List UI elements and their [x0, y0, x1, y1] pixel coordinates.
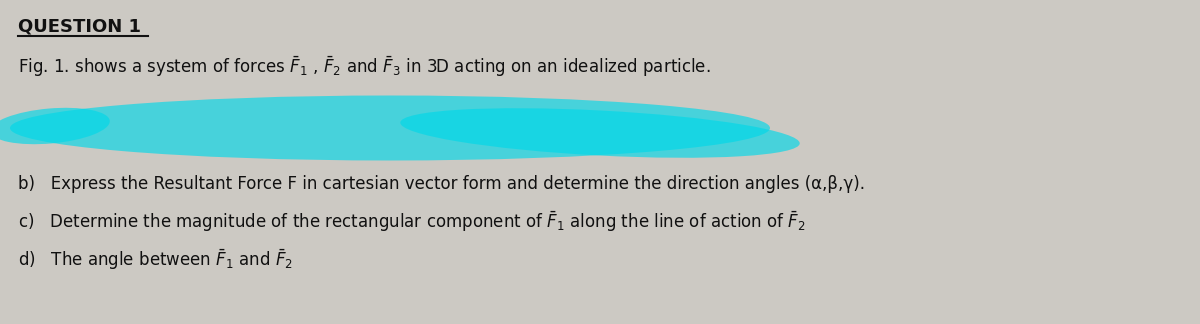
Text: c)   Determine the magnitude of the rectangular component of $\bar{F}_1$ along t: c) Determine the magnitude of the rectan… [18, 210, 806, 235]
Text: Fig. 1. shows a system of forces $\bar{F}_1$ , $\bar{F}_2$ and $\bar{F}_3$ in 3D: Fig. 1. shows a system of forces $\bar{F… [18, 55, 710, 79]
Ellipse shape [10, 96, 770, 160]
Ellipse shape [0, 108, 109, 144]
Text: QUESTION 1: QUESTION 1 [18, 18, 142, 36]
Ellipse shape [401, 108, 799, 158]
Text: b)   Express the Resultant Force F in cartesian vector form and determine the di: b) Express the Resultant Force F in cart… [18, 175, 865, 193]
Text: d)   The angle between $\bar{F}_1$ and $\bar{F}_2$: d) The angle between $\bar{F}_1$ and $\b… [18, 248, 293, 272]
